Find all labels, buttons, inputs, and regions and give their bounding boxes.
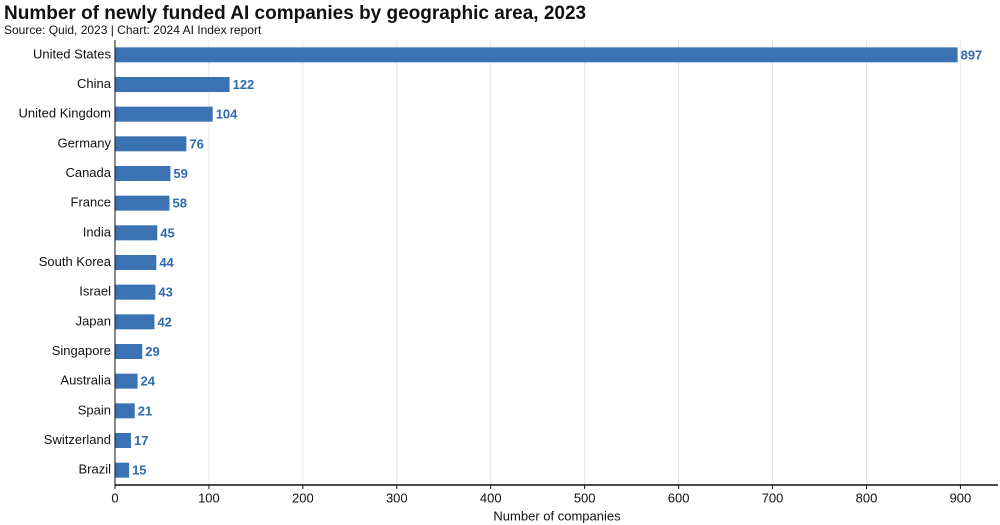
value-label: 122 <box>233 77 255 92</box>
y-tick-label: United Kingdom <box>19 106 112 121</box>
bar <box>115 77 230 92</box>
bar <box>115 284 156 300</box>
bar <box>115 433 131 448</box>
bar <box>115 255 157 270</box>
value-label: 21 <box>138 403 152 418</box>
value-label: 24 <box>141 374 156 389</box>
bar <box>115 106 213 122</box>
bar <box>115 195 170 211</box>
x-tick-label: 200 <box>292 490 314 505</box>
x-tick-label: 700 <box>762 490 784 505</box>
value-label: 897 <box>961 47 983 62</box>
x-tick-label: 0 <box>111 490 118 505</box>
bar <box>115 344 143 359</box>
value-label: 104 <box>216 107 238 122</box>
value-label: 43 <box>158 285 172 300</box>
bar <box>115 373 138 389</box>
value-label: 15 <box>132 463 146 478</box>
bar <box>115 314 155 330</box>
y-tick-label: United States <box>33 46 112 61</box>
x-tick-label: 600 <box>668 490 690 505</box>
y-tick-label: China <box>77 76 112 91</box>
x-tick-label: 400 <box>480 490 502 505</box>
value-label: 42 <box>157 314 171 329</box>
value-label: 44 <box>159 255 174 270</box>
x-tick-label: 100 <box>198 490 220 505</box>
value-label: 29 <box>145 344 159 359</box>
value-label: 58 <box>172 196 186 211</box>
y-tick-label: Canada <box>65 165 111 180</box>
x-tick-label: 300 <box>386 490 408 505</box>
bar <box>115 47 958 63</box>
x-axis-label: Number of companies <box>493 508 621 523</box>
chart-subtitle: Source: Quid, 2023 | Chart: 2024 AI Inde… <box>4 23 262 37</box>
bar <box>115 166 171 181</box>
value-label: 45 <box>160 225 174 240</box>
x-tick-label: 900 <box>950 490 972 505</box>
value-label: 17 <box>134 433 148 448</box>
y-tick-label: France <box>71 195 111 210</box>
value-label: 59 <box>173 166 187 181</box>
bar <box>115 136 187 152</box>
value-label: 76 <box>189 136 203 151</box>
y-tick-label: Brazil <box>78 462 111 477</box>
x-tick-label: 800 <box>856 490 878 505</box>
x-tick-label: 500 <box>574 490 596 505</box>
bar <box>115 225 158 241</box>
y-tick-label: Australia <box>60 373 111 388</box>
y-tick-label: Switzerland <box>44 432 111 447</box>
bar <box>115 462 130 478</box>
y-tick-label: Germany <box>58 135 112 150</box>
y-tick-label: Japan <box>76 313 111 328</box>
bar <box>115 403 135 419</box>
y-tick-label: Singapore <box>52 343 111 358</box>
chart-title: Number of newly funded AI companies by g… <box>4 3 586 24</box>
y-tick-label: Israel <box>79 284 111 299</box>
y-tick-label: India <box>83 224 112 239</box>
y-tick-label: South Korea <box>39 254 112 269</box>
y-tick-label: Spain <box>78 402 111 417</box>
